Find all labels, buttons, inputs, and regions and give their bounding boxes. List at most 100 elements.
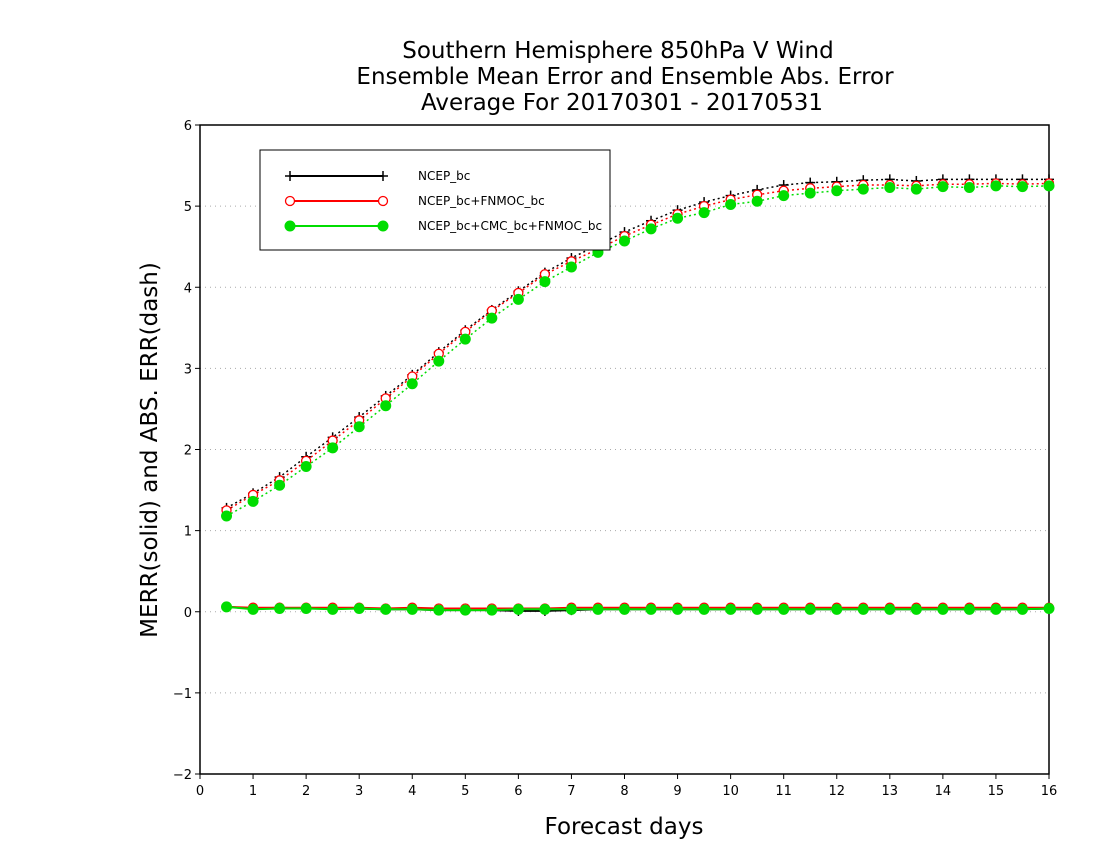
data-point-filled-circle: [937, 603, 949, 615]
data-point-filled-circle: [910, 183, 922, 195]
y-tick-label: 0: [184, 606, 192, 621]
data-point-filled-circle: [963, 181, 975, 193]
legend-item-2: NCEP_bc+FNMOC_bc: [284, 194, 545, 208]
data-point-filled-circle: [1043, 603, 1055, 615]
data-point-filled-circle: [1016, 181, 1028, 193]
data-point-filled-circle: [592, 603, 604, 615]
series-group: [221, 174, 1055, 616]
x-tick-label: 10: [722, 784, 739, 799]
data-point-filled-circle: [380, 603, 392, 615]
data-point-filled-circle: [778, 190, 790, 202]
x-tick-label: 15: [988, 784, 1005, 799]
x-tick-label: 16: [1041, 784, 1058, 799]
data-point-filled-circle: [645, 223, 657, 235]
gridlines: [200, 205, 1049, 694]
data-point-filled-circle: [1016, 603, 1028, 615]
data-point-filled-circle: [725, 199, 737, 211]
data-point-filled-circle: [990, 603, 1002, 615]
data-point-filled-circle: [406, 378, 418, 390]
legend-item-3: NCEP_bc+CMC_bc+FNMOC_bc: [284, 219, 602, 233]
data-point-filled-circle: [512, 293, 524, 305]
x-tick-label: 7: [567, 784, 575, 799]
x-tick-label: 5: [461, 784, 469, 799]
data-point-filled-circle: [857, 603, 869, 615]
data-point-filled-circle: [937, 181, 949, 193]
y-tick-label: 5: [184, 200, 192, 215]
x-tick-label: 13: [882, 784, 899, 799]
x-tick-label: 0: [196, 784, 204, 799]
x-tick-label: 14: [935, 784, 952, 799]
data-point-filled-circle: [221, 601, 233, 613]
legend-label: NCEP_bc: [418, 169, 470, 183]
legend-label: NCEP_bc+CMC_bc+FNMOC_bc: [418, 219, 602, 233]
data-point-filled-circle: [751, 603, 763, 615]
data-point-filled-circle: [831, 185, 843, 197]
y-tick-label: −2: [173, 768, 192, 783]
chart-title-line-1: Southern Hemisphere 850hPa V Wind: [402, 38, 833, 64]
data-point-filled-circle: [274, 603, 286, 615]
data-point-filled-circle: [619, 235, 630, 247]
data-point-filled-circle: [804, 603, 816, 615]
x-tick-label: 4: [408, 784, 416, 799]
data-point-filled-circle: [565, 261, 577, 273]
data-point-filled-circle: [990, 180, 1002, 192]
data-point-filled-circle: [459, 333, 471, 345]
data-point-filled-circle: [1043, 180, 1055, 192]
data-point-filled-circle: [274, 479, 286, 491]
data-point-filled-circle: [486, 604, 498, 616]
data-point-filled-circle: [804, 187, 816, 199]
data-point-filled-circle: [433, 355, 445, 367]
data-point-filled-circle: [459, 604, 471, 616]
y-tick-label: 1: [184, 525, 192, 540]
legend-label: NCEP_bc+FNMOC_bc: [418, 194, 545, 208]
data-point-filled-circle: [778, 603, 790, 615]
data-point-filled-circle: [377, 220, 389, 232]
data-point-open-circle: [284, 195, 296, 207]
data-point-filled-circle: [406, 603, 418, 615]
y-tick-label: 4: [184, 281, 192, 296]
y-tick-label: 6: [184, 119, 192, 134]
legend: NCEP_bc NCEP_bc+FNMOC_bc NCEP_bc+CMC_bc+FN…: [259, 149, 611, 251]
data-point-filled-circle: [857, 183, 869, 195]
x-tick-label: 9: [673, 784, 681, 799]
data-point-filled-circle: [327, 603, 339, 615]
data-point-filled-circle: [353, 603, 365, 615]
data-point-filled-circle: [910, 603, 922, 615]
data-point-filled-circle: [672, 603, 684, 615]
data-point-filled-circle: [884, 603, 896, 615]
x-tick-label: 2: [302, 784, 310, 799]
y-axis-title: MERR(solid) and ABS. ERR(dash): [137, 262, 163, 638]
series-3-markers: [221, 180, 1055, 616]
data-point-filled-circle: [486, 312, 498, 324]
chart-title-line-2: Ensemble Mean Error and Ensemble Abs. Er…: [356, 64, 894, 90]
data-point-filled-circle: [725, 603, 737, 615]
data-point-filled-circle: [565, 603, 577, 615]
x-axis-title: Forecast days: [545, 814, 704, 840]
chart-title-line-3: Average For 20170301 - 20170531: [421, 90, 823, 116]
data-point-filled-circle: [512, 603, 524, 615]
chart-title: Southern Hemisphere 850hPa V Wind Ensemb…: [356, 38, 894, 116]
data-point-plus: [285, 171, 295, 181]
data-point-filled-circle: [645, 603, 657, 615]
data-point-filled-circle: [380, 400, 392, 412]
data-point-filled-circle: [698, 603, 710, 615]
data-point-filled-circle: [300, 603, 312, 615]
data-point-filled-circle: [247, 603, 259, 615]
y-tick-label: −1: [173, 687, 192, 702]
x-tick-label: 11: [775, 784, 792, 799]
data-point-filled-circle: [221, 510, 233, 522]
data-point-filled-circle: [539, 276, 551, 288]
x-tick-label: 3: [355, 784, 363, 799]
x-tick-label: 6: [514, 784, 522, 799]
data-point-filled-circle: [963, 603, 975, 615]
data-point-filled-circle: [327, 442, 339, 454]
data-point-filled-circle: [672, 212, 684, 224]
data-point-filled-circle: [831, 603, 843, 615]
data-point-filled-circle: [433, 604, 445, 616]
y-tick-label: 2: [184, 444, 192, 459]
x-tick-label: 8: [620, 784, 628, 799]
data-point-filled-circle: [247, 495, 259, 507]
